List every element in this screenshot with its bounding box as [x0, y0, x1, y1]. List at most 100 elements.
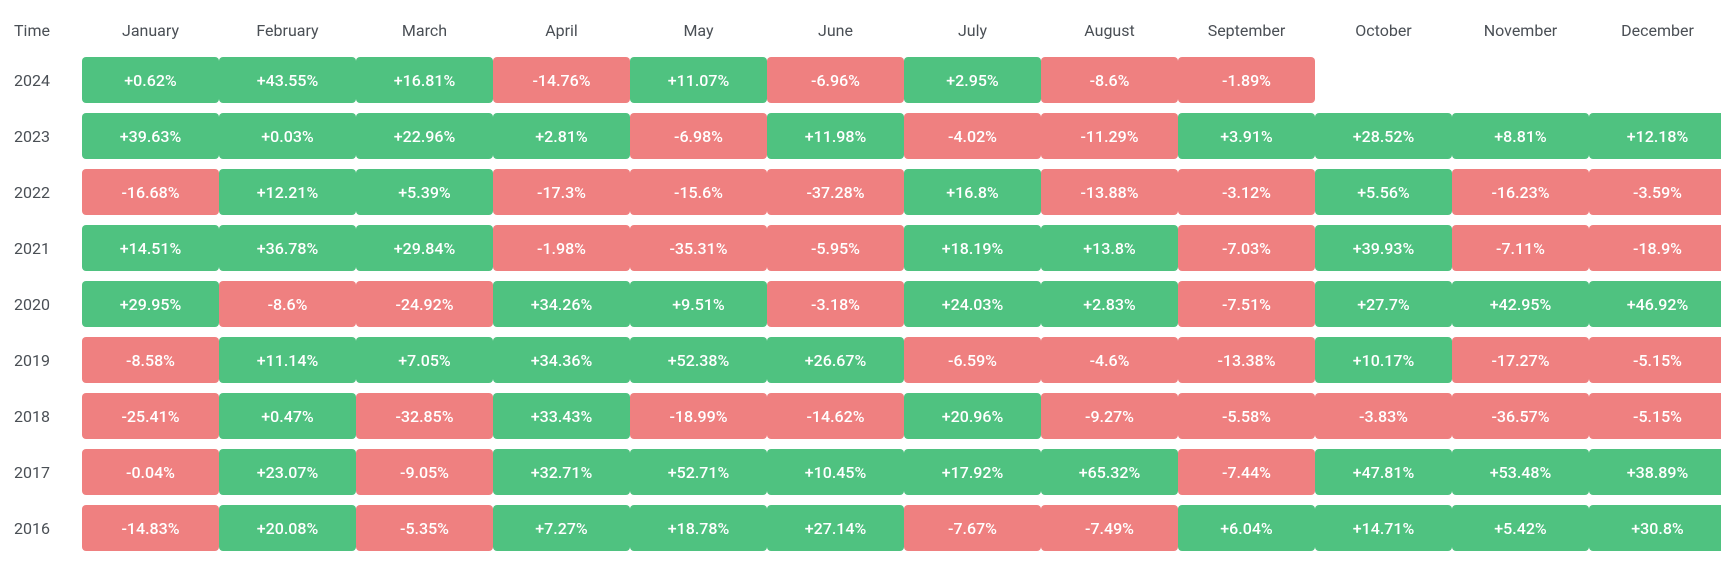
value-pill: -6.59%	[904, 337, 1041, 383]
value-cell: +12.18%	[1589, 108, 1721, 164]
value-cell: +33.43%	[493, 388, 630, 444]
table-row: 2016-14.83%+20.08%-5.35%+7.27%+18.78%+27…	[10, 500, 1721, 556]
value-cell: +16.8%	[904, 164, 1041, 220]
value-pill: +5.42%	[1452, 505, 1589, 551]
value-cell: +46.92%	[1589, 276, 1721, 332]
value-cell: -0.04%	[82, 444, 219, 500]
value-pill: -5.15%	[1589, 393, 1721, 439]
value-cell	[1589, 52, 1721, 108]
value-cell: -3.83%	[1315, 388, 1452, 444]
value-cell: -18.9%	[1589, 220, 1721, 276]
value-pill: +38.89%	[1589, 449, 1721, 495]
value-pill: +12.18%	[1589, 113, 1721, 159]
year-cell: 2023	[10, 108, 82, 164]
table-row: 2020+29.95%-8.6%-24.92%+34.26%+9.51%-3.1…	[10, 276, 1721, 332]
value-pill: -7.11%	[1452, 225, 1589, 271]
value-cell	[1315, 52, 1452, 108]
value-pill: +3.91%	[1178, 113, 1315, 159]
value-pill: +43.55%	[219, 57, 356, 103]
value-cell: +28.52%	[1315, 108, 1452, 164]
year-cell: 2022	[10, 164, 82, 220]
value-pill: +30.8%	[1589, 505, 1721, 551]
value-cell: -16.68%	[82, 164, 219, 220]
value-pill: +39.93%	[1315, 225, 1452, 271]
value-cell: -15.6%	[630, 164, 767, 220]
value-pill: +26.67%	[767, 337, 904, 383]
value-pill: -18.9%	[1589, 225, 1721, 271]
value-cell: +47.81%	[1315, 444, 1452, 500]
value-cell: -13.38%	[1178, 332, 1315, 388]
month-header: September	[1178, 8, 1315, 52]
value-pill: -3.59%	[1589, 169, 1721, 215]
value-cell: -8.58%	[82, 332, 219, 388]
value-pill: +14.71%	[1315, 505, 1452, 551]
value-cell: -9.27%	[1041, 388, 1178, 444]
value-cell: -7.67%	[904, 500, 1041, 556]
value-pill: -1.98%	[493, 225, 630, 271]
value-cell: +0.62%	[82, 52, 219, 108]
value-cell: +6.04%	[1178, 500, 1315, 556]
value-cell: -14.62%	[767, 388, 904, 444]
value-cell: +23.07%	[219, 444, 356, 500]
returns-heatmap-table: Time January February March April May Ju…	[10, 8, 1721, 556]
value-cell: +36.78%	[219, 220, 356, 276]
value-pill: +10.17%	[1315, 337, 1452, 383]
value-cell: +9.51%	[630, 276, 767, 332]
value-cell: -8.6%	[1041, 52, 1178, 108]
value-cell: +5.56%	[1315, 164, 1452, 220]
value-cell: -14.83%	[82, 500, 219, 556]
value-cell: -32.85%	[356, 388, 493, 444]
value-pill: -7.49%	[1041, 505, 1178, 551]
value-cell: -5.35%	[356, 500, 493, 556]
value-cell: -9.05%	[356, 444, 493, 500]
value-pill: +0.03%	[219, 113, 356, 159]
value-pill: +65.32%	[1041, 449, 1178, 495]
value-cell: +53.48%	[1452, 444, 1589, 500]
value-pill: -6.96%	[767, 57, 904, 103]
value-cell: -1.98%	[493, 220, 630, 276]
table-row: 2018-25.41%+0.47%-32.85%+33.43%-18.99%-1…	[10, 388, 1721, 444]
value-pill: -14.62%	[767, 393, 904, 439]
value-pill: -36.57%	[1452, 393, 1589, 439]
value-pill: +16.8%	[904, 169, 1041, 215]
value-cell: +16.81%	[356, 52, 493, 108]
value-cell: -6.59%	[904, 332, 1041, 388]
value-cell: -36.57%	[1452, 388, 1589, 444]
value-cell: +34.26%	[493, 276, 630, 332]
value-pill: -7.44%	[1178, 449, 1315, 495]
value-pill: -37.28%	[767, 169, 904, 215]
value-cell: +14.51%	[82, 220, 219, 276]
table-row: 2024+0.62%+43.55%+16.81%-14.76%+11.07%-6…	[10, 52, 1721, 108]
value-pill: +12.21%	[219, 169, 356, 215]
month-header: October	[1315, 8, 1452, 52]
value-cell	[1452, 52, 1589, 108]
value-cell: -1.89%	[1178, 52, 1315, 108]
value-pill: -4.6%	[1041, 337, 1178, 383]
value-pill: +46.92%	[1589, 281, 1721, 327]
value-pill: -1.89%	[1178, 57, 1315, 103]
value-cell: +0.03%	[219, 108, 356, 164]
value-cell: -3.12%	[1178, 164, 1315, 220]
value-pill: +11.14%	[219, 337, 356, 383]
value-pill: -7.03%	[1178, 225, 1315, 271]
value-pill: +2.83%	[1041, 281, 1178, 327]
value-cell: -3.18%	[767, 276, 904, 332]
value-pill: +14.51%	[82, 225, 219, 271]
value-cell: -18.99%	[630, 388, 767, 444]
value-cell: +27.7%	[1315, 276, 1452, 332]
year-cell: 2020	[10, 276, 82, 332]
value-cell: -4.6%	[1041, 332, 1178, 388]
value-cell: +18.78%	[630, 500, 767, 556]
value-cell: +2.81%	[493, 108, 630, 164]
value-pill: -3.83%	[1315, 393, 1452, 439]
value-cell: -5.15%	[1589, 388, 1721, 444]
value-pill: -18.99%	[630, 393, 767, 439]
value-pill: -9.05%	[356, 449, 493, 495]
value-cell: -24.92%	[356, 276, 493, 332]
value-pill: +52.38%	[630, 337, 767, 383]
value-pill: -16.68%	[82, 169, 219, 215]
value-cell: -7.49%	[1041, 500, 1178, 556]
value-cell: -37.28%	[767, 164, 904, 220]
year-cell: 2019	[10, 332, 82, 388]
value-cell: +39.93%	[1315, 220, 1452, 276]
